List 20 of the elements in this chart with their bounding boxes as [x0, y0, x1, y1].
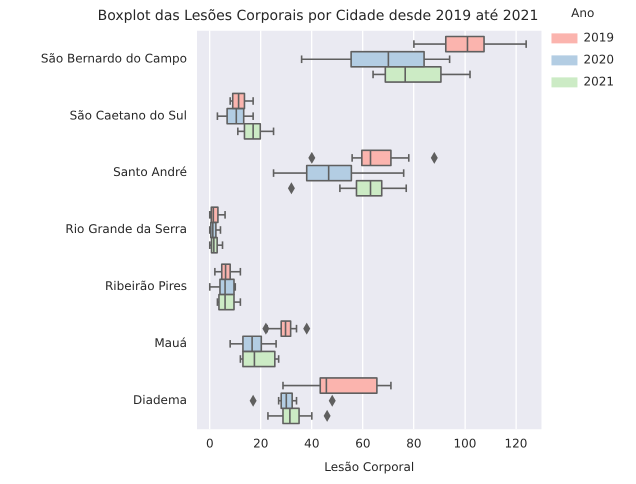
legend-label: 2021 [583, 74, 614, 89]
x-tick-label: 0 [206, 436, 214, 451]
y-tick-label: Mauá [154, 336, 187, 350]
y-tick-label: São Caetano do Sul [70, 108, 187, 122]
legend-label: 2020 [583, 52, 614, 67]
chart-title: Boxplot das Lesões Corporais por Cidade desde 2019 até 2021 [98, 8, 538, 24]
legend-title: Ano [571, 6, 594, 20]
y-tick-label: Santo André [113, 165, 187, 180]
y-tick-label: São Bernardo do Campo [40, 51, 187, 66]
x-axis-title: Lesão Corporal [324, 460, 414, 474]
y-tick-label: Diadema [133, 392, 187, 407]
y-tick-label: Rio Grande da Serra [65, 222, 187, 236]
x-tick-label: 40 [304, 436, 320, 451]
y-tick-label: Ribeirão Pires [104, 279, 187, 294]
x-tick-label: 80 [406, 436, 422, 451]
x-tick-label: 100 [453, 436, 476, 451]
x-tick-label: 120 [504, 436, 528, 451]
x-tick-label: 60 [355, 436, 370, 451]
legend-label: 2019 [583, 30, 614, 45]
x-tick-label: 20 [253, 436, 268, 451]
